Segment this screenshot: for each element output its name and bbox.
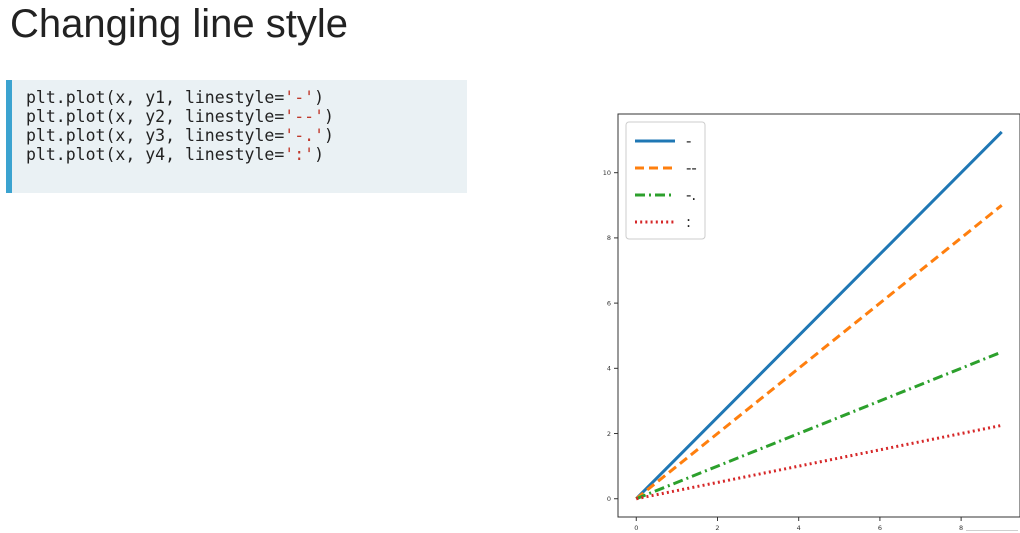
- x-tick-label: 0: [634, 524, 638, 532]
- legend-label: :: [686, 213, 691, 231]
- series-line-3: [635, 350, 1003, 501]
- y-tick-label: 0: [607, 495, 611, 503]
- legend-label: -.: [686, 186, 696, 204]
- x-tick-label: 4: [797, 524, 801, 532]
- legend-label: -: [686, 132, 691, 150]
- legend-box: [625, 121, 706, 240]
- y-tick-label: 4: [607, 365, 611, 373]
- series-line-2: [635, 204, 1003, 500]
- slide-title: Changing line style: [10, 2, 348, 46]
- y-tick-label: 2: [607, 430, 611, 438]
- y-tick-label: 10: [603, 169, 611, 177]
- code-line: plt.plot(x, y3, linestyle='-.'): [26, 126, 334, 145]
- code-block: plt.plot(x, y1, linestyle='-') plt.plot(…: [6, 80, 467, 193]
- code-line: plt.plot(x, y1, linestyle='-'): [26, 88, 325, 107]
- y-tick-label: 6: [607, 299, 611, 307]
- code-line: plt.plot(x, y2, linestyle='--'): [26, 107, 334, 126]
- code-text: plt.plot(x, y1, linestyle='-') plt.plot(…: [26, 88, 334, 164]
- x-tick-label: 8: [959, 524, 963, 532]
- x-tick-label: 2: [715, 524, 719, 532]
- code-line: plt.plot(x, y4, linestyle=':'): [26, 145, 325, 164]
- legend-label: --: [686, 159, 697, 177]
- y-tick-label: 8: [607, 234, 611, 242]
- series-line-1: [635, 130, 1003, 500]
- divider: [966, 530, 1018, 531]
- x-tick-label: 6: [878, 524, 882, 532]
